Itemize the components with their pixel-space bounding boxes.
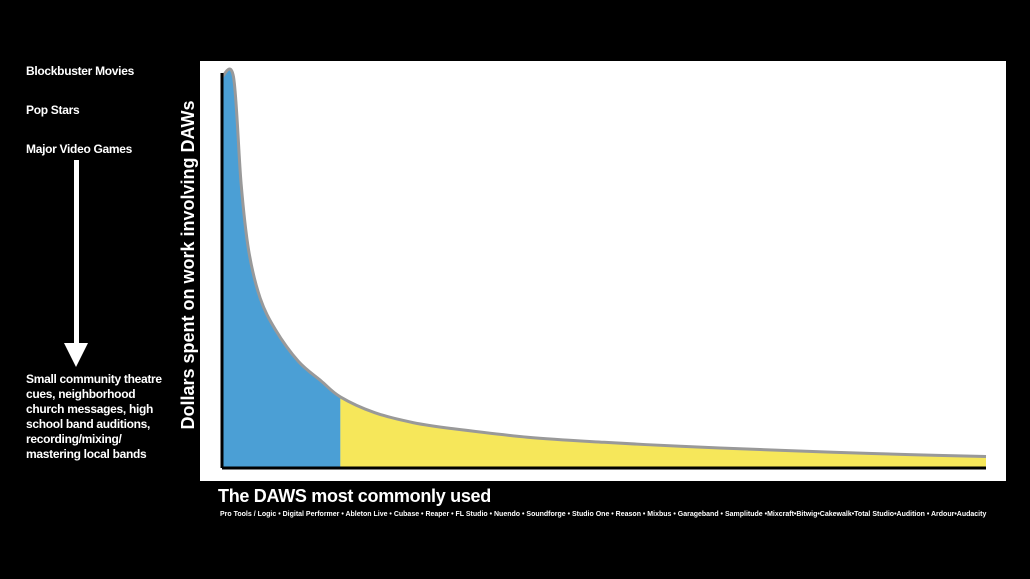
plot-panel	[200, 61, 1006, 481]
label-small-projects: Small community theatre cues, neighborho…	[26, 372, 162, 461]
head-region-area	[222, 69, 341, 469]
down-arrow-icon	[64, 343, 88, 367]
x-axis-daw-list: Pro Tools / Logic • Digital Performer • …	[220, 511, 987, 518]
long-tail-curve-line	[220, 67, 987, 458]
x-axis-label: The DAWS most commonly used	[218, 486, 491, 506]
label-pop-stars: Pop Stars	[26, 103, 80, 117]
y-axis-label: Dollars spent on work involving DAWs	[178, 100, 198, 430]
label-major-video-games: Major Video Games	[26, 142, 133, 156]
label-blockbuster-movies: Blockbuster Movies	[26, 64, 134, 78]
down-arrow-shaft	[74, 160, 79, 345]
long-tail-chart	[220, 67, 987, 470]
tail-region-area	[340, 396, 986, 468]
